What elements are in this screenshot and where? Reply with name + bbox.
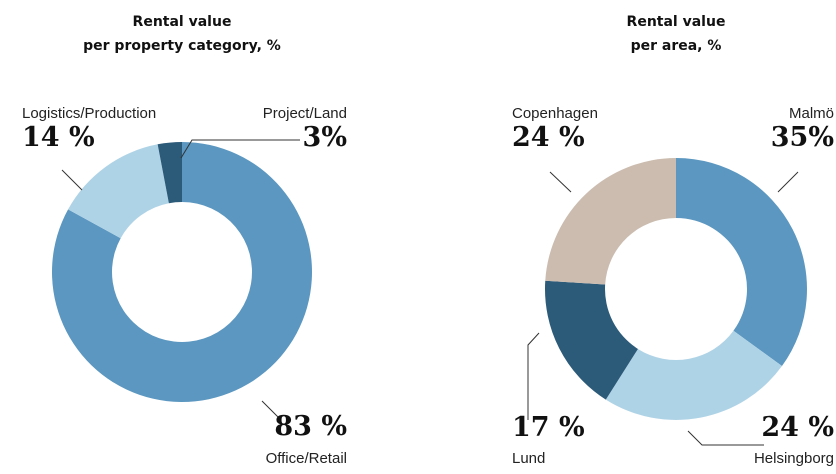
leader-line [777, 171, 799, 193]
donut-slice [676, 158, 807, 366]
leader-line [261, 400, 280, 419]
category-label: Office/Retail [266, 450, 347, 467]
leader-line [549, 171, 572, 193]
donut-slice [51, 142, 312, 402]
donut-slice [68, 144, 169, 239]
leader-line [61, 169, 83, 191]
category-label: Logistics/Production [22, 105, 156, 122]
value-label: 24 % [512, 122, 585, 153]
chart-title: Rental value [133, 14, 232, 30]
value-label: 24 % [761, 412, 834, 443]
chart-title: per property category, % [83, 38, 281, 54]
chart-title: Rental value [627, 14, 726, 30]
leader-line [527, 332, 540, 420]
value-label: 3% [303, 122, 347, 153]
category-label: Malmö [789, 105, 834, 122]
chart-title: per area, % [631, 38, 722, 54]
donut-slice [544, 280, 638, 400]
value-label: 35% [771, 122, 834, 153]
leader-line [687, 430, 764, 446]
category-label: Copenhagen [512, 105, 598, 122]
donut-slice [545, 158, 676, 285]
value-label: 14 % [22, 122, 95, 153]
value-label: 17 % [512, 412, 585, 443]
category-label: Project/Land [263, 105, 347, 122]
donut-slice [605, 330, 782, 420]
leader-line [180, 139, 300, 159]
category-label: Helsingborg [754, 450, 834, 467]
category-label: Lund [512, 450, 545, 467]
donut-slice [157, 142, 182, 204]
value-label: 83 % [274, 411, 347, 442]
